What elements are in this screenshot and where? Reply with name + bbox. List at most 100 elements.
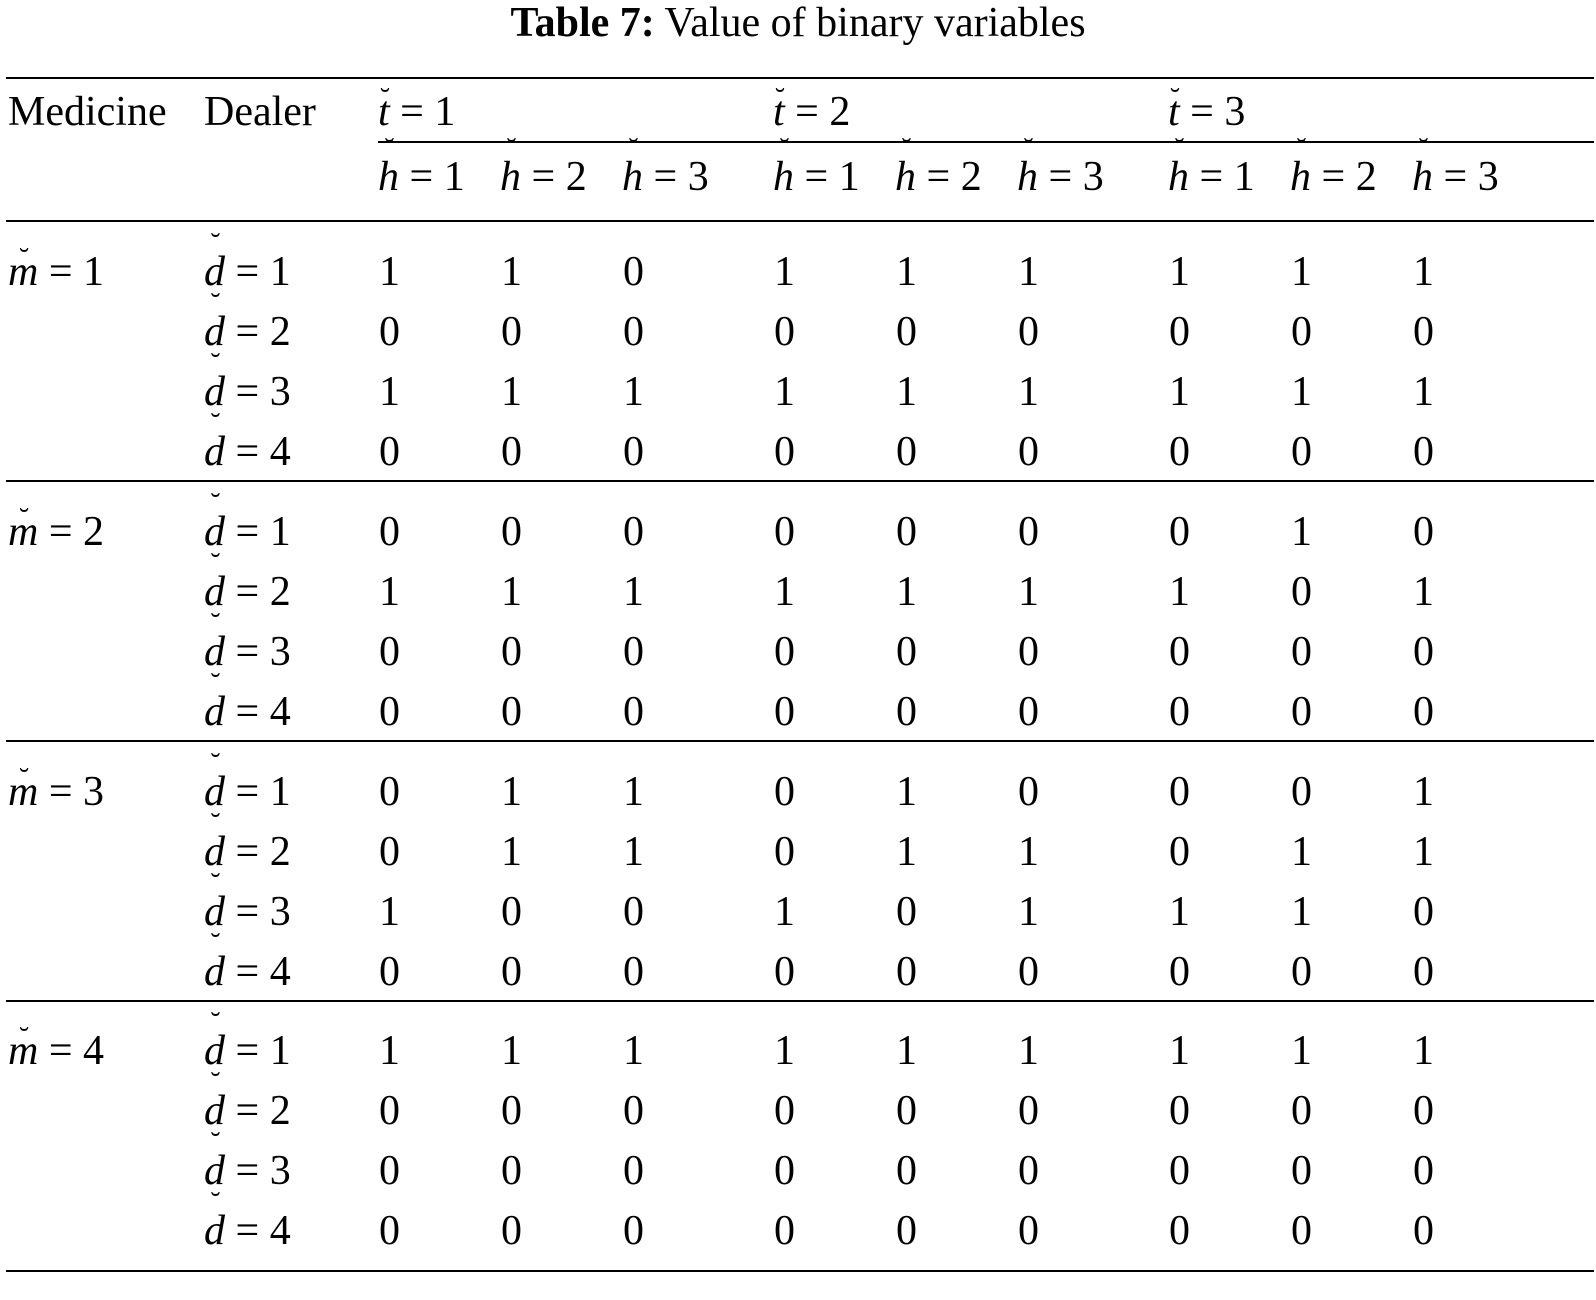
dealer-symbol: d: [204, 749, 225, 815]
medicine-symbol: m: [8, 764, 39, 815]
value-cell: 0: [774, 629, 795, 675]
value-cell: 0: [623, 889, 644, 935]
value-cell: 0: [623, 509, 644, 555]
value-cell: 0: [896, 689, 917, 735]
value-cell: 0: [1018, 1148, 1039, 1194]
value-cell: 0: [1018, 769, 1039, 815]
header-bottom-rule: [6, 220, 1594, 222]
value-cell: 0: [1291, 769, 1312, 815]
value-cell: 0: [896, 309, 917, 355]
dealer-equals: =: [225, 429, 270, 475]
h-column-equals: =: [521, 154, 566, 200]
group-separator-rule: [6, 480, 1594, 482]
value-cell: 1: [1413, 369, 1434, 415]
dealer-symbol: d: [204, 349, 225, 415]
caption-label: Table 7:: [510, 0, 655, 46]
value-cell: 1: [774, 249, 795, 295]
dealer-equals: =: [225, 769, 270, 815]
value-cell: 0: [774, 949, 795, 995]
dealer-symbol: d: [204, 409, 225, 475]
value-cell: 1: [1291, 249, 1312, 295]
value-cell: 0: [896, 629, 917, 675]
value-cell: 1: [379, 369, 400, 415]
t-group-header: t = 2: [773, 84, 850, 135]
value-cell: 0: [623, 1088, 644, 1134]
value-cell: 0: [501, 889, 522, 935]
value-cell: 0: [379, 629, 400, 675]
value-cell: 0: [379, 1208, 400, 1254]
value-cell: 0: [623, 1148, 644, 1194]
dealer-value: 3: [269, 369, 291, 415]
dealer-value: 4: [269, 949, 291, 995]
dealer-value: 2: [269, 1088, 291, 1134]
value-cell: 0: [623, 629, 644, 675]
dealer-symbol: d: [204, 929, 225, 995]
value-cell: 0: [501, 429, 522, 475]
medicine-symbol: m: [8, 244, 39, 295]
value-cell: 1: [501, 829, 522, 875]
value-cell: 0: [501, 1208, 522, 1254]
dealer-value: 4: [269, 689, 291, 735]
dealer-symbol: d: [204, 1188, 225, 1254]
value-cell: 0: [774, 689, 795, 735]
value-cell: 0: [623, 949, 644, 995]
value-cell: 0: [1291, 309, 1312, 355]
value-cell: 1: [896, 569, 917, 615]
value-cell: 0: [1413, 509, 1434, 555]
medicine-label: m = 2: [8, 504, 104, 555]
dealer-equals: =: [225, 829, 270, 875]
value-cell: 1: [774, 569, 795, 615]
h-column-header: h = 1: [773, 134, 860, 200]
value-cell: 0: [774, 509, 795, 555]
value-cell: 1: [501, 249, 522, 295]
dealer-label: d = 4: [204, 1188, 291, 1254]
value-cell: 1: [896, 249, 917, 295]
value-cell: 1: [1169, 569, 1190, 615]
dealer-equals: =: [225, 689, 270, 735]
t-group-equals: =: [784, 89, 830, 135]
value-cell: 1: [1291, 509, 1312, 555]
dealer-equals: =: [225, 309, 270, 355]
value-cell: 1: [501, 569, 522, 615]
dealer-equals: =: [225, 1028, 270, 1074]
dealer-label: d = 4: [204, 669, 291, 735]
dealer-label: d = 2: [204, 549, 291, 615]
t-group-equals: =: [389, 89, 435, 135]
dealer-value: 2: [269, 569, 291, 615]
value-cell: 1: [379, 1028, 400, 1074]
value-cell: 1: [896, 1028, 917, 1074]
value-cell: 0: [1018, 949, 1039, 995]
value-cell: 0: [1291, 429, 1312, 475]
value-cell: 0: [501, 629, 522, 675]
dealer-equals: =: [225, 949, 270, 995]
value-cell: 1: [1413, 569, 1434, 615]
value-cell: 1: [623, 369, 644, 415]
h-column-value: 3: [687, 154, 709, 200]
value-cell: 0: [379, 1088, 400, 1134]
value-cell: 1: [379, 249, 400, 295]
t-group-value: 1: [434, 89, 456, 135]
dealer-value: 1: [269, 249, 291, 295]
dealer-equals: =: [225, 249, 270, 295]
dealer-label: d = 2: [204, 289, 291, 355]
value-cell: 0: [896, 509, 917, 555]
dealer-label: d = 4: [204, 929, 291, 995]
dealer-value: 2: [269, 829, 291, 875]
dealer-symbol: d: [204, 549, 225, 615]
dealer-symbol: d: [204, 489, 225, 555]
value-cell: 0: [774, 769, 795, 815]
t-group-header: t = 3: [1168, 84, 1246, 135]
dealer-symbol: d: [204, 1008, 225, 1074]
value-cell: 0: [896, 1088, 917, 1134]
value-cell: 1: [1413, 249, 1434, 295]
dealer-value: 3: [269, 1148, 291, 1194]
value-cell: 1: [1413, 1028, 1434, 1074]
value-cell: 0: [1169, 1148, 1190, 1194]
t-group-value: 3: [1224, 89, 1246, 135]
value-cell: 1: [623, 1028, 644, 1074]
value-cell: 1: [896, 829, 917, 875]
value-cell: 1: [1291, 1028, 1312, 1074]
h-column-value: 1: [1233, 154, 1255, 200]
value-cell: 0: [501, 949, 522, 995]
dealer-label: d = 3: [204, 609, 291, 675]
